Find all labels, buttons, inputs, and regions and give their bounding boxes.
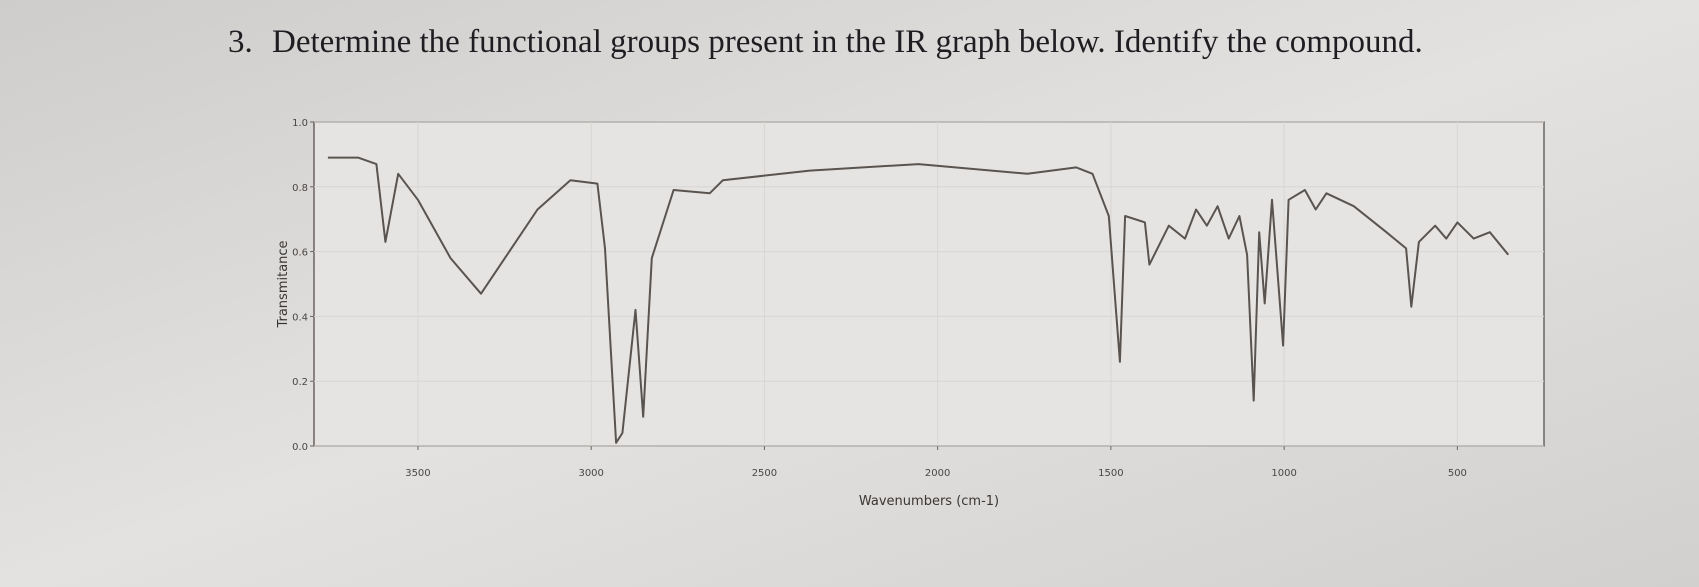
question-number: 3. xyxy=(228,24,253,60)
x-tick-label: 1500 xyxy=(1098,468,1123,479)
y-axis-label: Transmitance xyxy=(276,240,291,328)
plot-frame xyxy=(313,121,1545,447)
y-tick-label: 0.8 xyxy=(292,183,308,194)
y-tick-label: 1.0 xyxy=(292,118,308,129)
y-tick-label: 0.0 xyxy=(292,442,308,453)
x-tick-label: 500 xyxy=(1448,468,1467,479)
y-tick-label: 0.4 xyxy=(292,312,308,323)
question-text: Determine the functional groups present … xyxy=(272,24,1423,60)
spectrum-line xyxy=(327,156,1510,444)
x-tick-label: 3500 xyxy=(405,468,430,479)
x-tick-label: 2000 xyxy=(925,468,950,479)
x-tick-label: 1000 xyxy=(1271,468,1296,479)
x-axis-label: Wavenumbers (cm-1) xyxy=(859,494,999,509)
y-tick-label: 0.6 xyxy=(292,248,308,259)
x-tick-label: 2500 xyxy=(752,468,777,479)
x-tick-label: 3000 xyxy=(578,468,603,479)
y-tick-label: 0.2 xyxy=(292,377,308,388)
